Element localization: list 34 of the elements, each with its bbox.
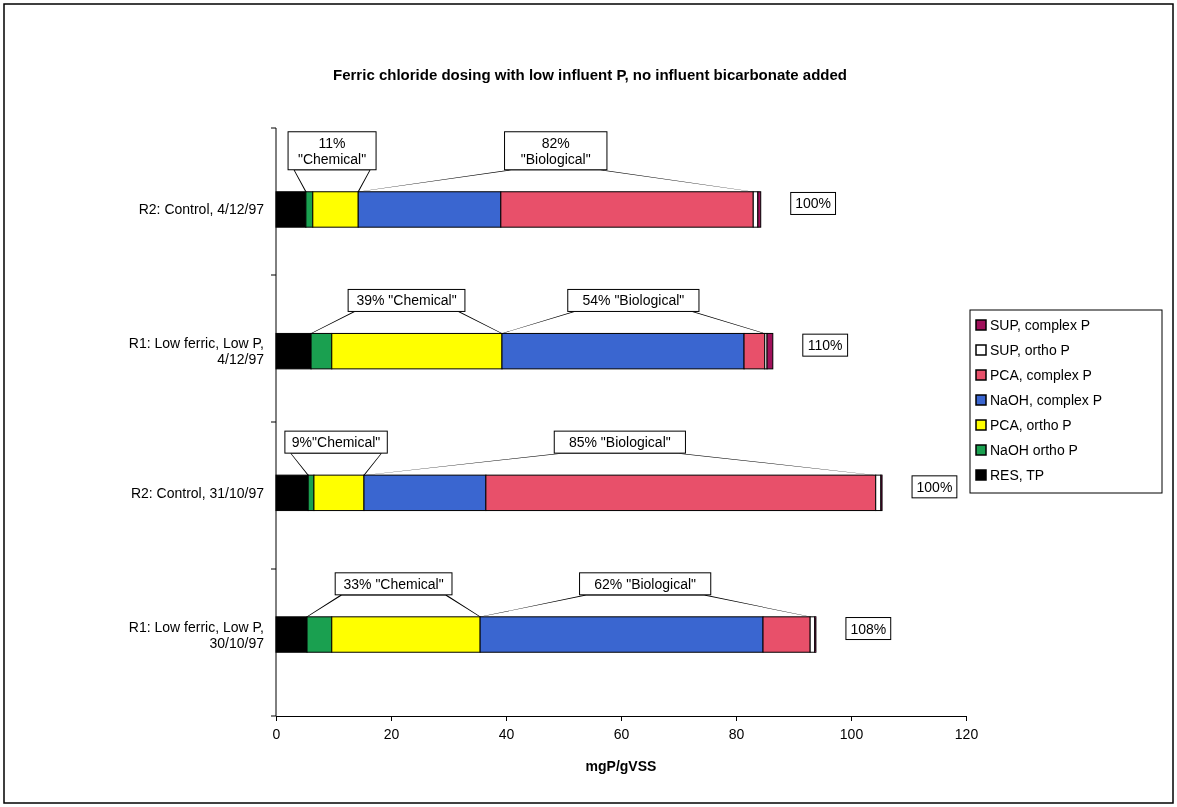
bar [766,332,774,370]
annotation: 9%"Chemical" [291,434,381,451]
annotation: 39% "Chemical" [356,292,457,309]
annotation: 100% [916,478,953,495]
legend-label: RES, TP [990,467,1045,483]
annotation: 11% "Chemical" [297,134,367,167]
x-tick-label: 100 [839,726,864,743]
x-tick-label: 0 [272,726,281,743]
x-tick-label: 20 [383,726,400,743]
annotation: 100% [795,195,832,212]
annotation: 33% "Chemical" [343,575,444,592]
x-tick-label: 40 [498,726,515,743]
chart-title: Ferric chloride dosing with low influent P, no influent bicarbonate added [333,66,847,83]
x-axis-title: mgP/gVSS [585,758,657,774]
bar [757,191,762,228]
legend-label: SUP, complex P [990,317,1091,333]
legend-label: PCA, ortho P [990,417,1072,433]
x-tick-label: 120 [954,726,979,743]
annotation: 54% "Biological" [582,292,685,309]
legend-label: PCA, complex P [990,367,1092,383]
y-tick-label: R1: Low ferric, Low P, 30/10/97 [128,618,265,651]
legend-label: SUP, ortho P [990,342,1070,358]
x-tick-label: 60 [613,726,630,743]
legend-label: NaOH ortho P [990,442,1078,458]
annotation: 110% [807,337,843,354]
y-tick-label: R1: Low ferric, Low P, 4/12/97 [128,335,265,368]
y-tick-label: R2: Control, 4/12/97 [138,201,265,218]
annotation: 62% "Biological" [594,575,697,592]
annotation: 108% [850,620,887,637]
x-tick-label: 80 [728,726,745,743]
annotation: 82% "Biological" [520,134,591,167]
annotation: 85% "Biological" [568,434,671,451]
y-tick-label: R2: Control, 31/10/97 [130,484,265,501]
legend-label: NaOH, complex P [990,392,1103,408]
